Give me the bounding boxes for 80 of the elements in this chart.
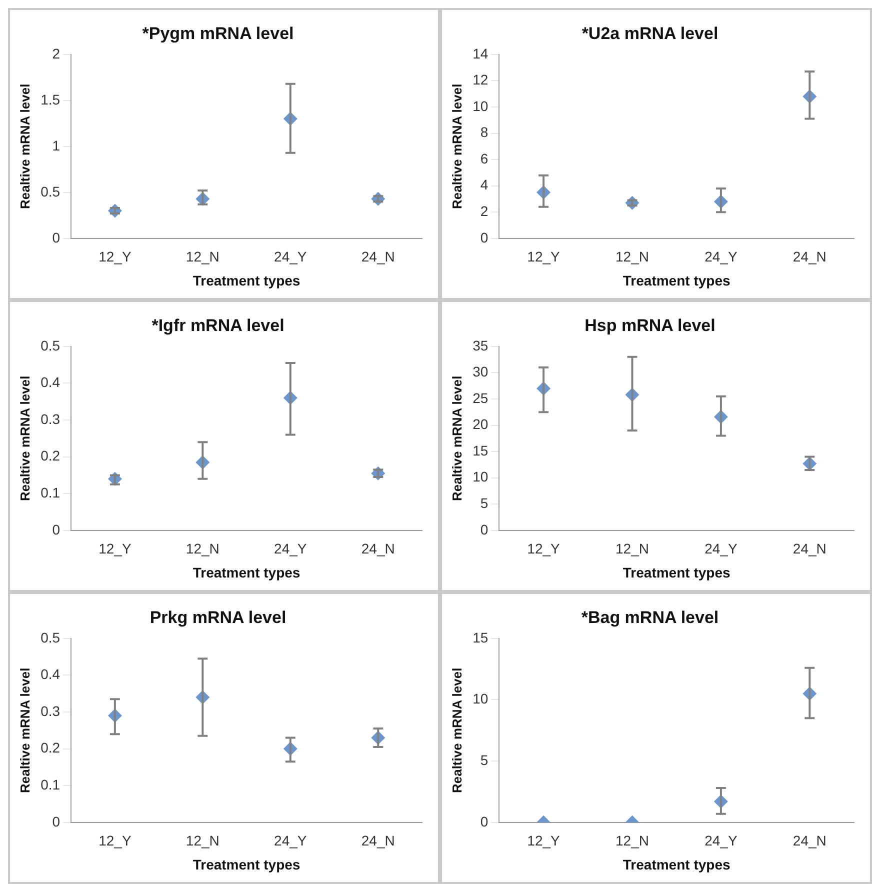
- chart-title: Prkg mRNA level: [150, 608, 286, 627]
- y-axis-title: Realtive mRNA level: [449, 668, 464, 794]
- x-tick-label: 12_N: [186, 248, 220, 265]
- y-tick-label: 12: [472, 72, 488, 88]
- x-tick-label: 24_N: [792, 540, 826, 557]
- x-tick-label: 24_N: [361, 540, 395, 557]
- x-tick-label: 12_Y: [527, 832, 561, 849]
- y-tick-label: 0.2: [40, 740, 60, 756]
- y-tick-label: 2: [480, 202, 488, 219]
- y-axis-title: Realtive mRNA level: [449, 84, 464, 210]
- y-tick-label: 5: [480, 752, 488, 768]
- y-tick-label: 10: [472, 468, 488, 485]
- y-tick-label: 15: [472, 629, 488, 646]
- x-tick-label: 12_Y: [527, 248, 561, 265]
- y-tick-label: 0.3: [40, 702, 60, 719]
- y-tick-label: 0: [52, 521, 60, 538]
- x-axis-title: Treatment types: [192, 564, 300, 580]
- y-axis-title: Realtive mRNA level: [17, 376, 32, 502]
- y-tick-label: 4: [480, 176, 488, 193]
- x-tick-label: 24_N: [792, 832, 826, 849]
- y-tick-label: 35: [472, 337, 488, 354]
- y-tick-label: 0.3: [40, 410, 60, 427]
- y-tick-label: 8: [480, 124, 488, 140]
- x-tick-label: 24_N: [792, 248, 826, 265]
- x-axis-title: Treatment types: [622, 564, 730, 580]
- x-tick-label: 12_N: [616, 832, 649, 849]
- x-axis-title: Treatment types: [192, 856, 300, 872]
- point: [371, 466, 386, 480]
- y-tick-label: 14: [472, 45, 488, 62]
- x-tick-label: 12_N: [186, 832, 220, 849]
- y-axis-title: Realtive mRNA level: [17, 668, 32, 794]
- x-tick-label: 24_N: [361, 832, 395, 849]
- y-tick-label: 10: [472, 98, 488, 114]
- y-tick-label: 1: [52, 137, 60, 154]
- y-tick-label: 20: [472, 416, 488, 432]
- chart-title: *Pygm mRNA level: [142, 24, 294, 43]
- y-tick-label: 5: [480, 494, 488, 511]
- x-axis-title: Treatment types: [622, 272, 730, 288]
- y-tick-label: 25: [472, 390, 488, 406]
- x-tick-label: 12_N: [186, 540, 220, 557]
- y-tick-label: 0.5: [40, 337, 60, 354]
- y-tick-label: 1.5: [40, 91, 60, 108]
- y-tick-label: 0: [52, 813, 60, 830]
- chart-title: *Igfr mRNA level: [152, 316, 284, 335]
- chart-title: *U2a mRNA level: [582, 24, 718, 43]
- y-tick-label: 10: [472, 690, 488, 707]
- chart-title: Hsp mRNA level: [584, 316, 716, 335]
- x-tick-label: 12_Y: [98, 248, 132, 265]
- x-tick-label: 24_Y: [274, 248, 308, 265]
- y-tick-label: 0: [480, 521, 488, 538]
- x-axis-title: Treatment types: [622, 856, 730, 872]
- x-tick-label: 12_N: [616, 248, 649, 265]
- x-tick-label: 24_N: [361, 248, 395, 265]
- x-tick-label: 24_Y: [274, 540, 308, 557]
- x-tick-label: 12_Y: [527, 540, 561, 557]
- x-tick-label: 24_Y: [704, 832, 738, 849]
- y-axis-title: Realtive mRNA level: [449, 376, 464, 502]
- y-tick-label: 0: [52, 229, 60, 246]
- y-tick-label: 0.5: [40, 183, 60, 200]
- y-tick-label: 6: [480, 150, 488, 166]
- y-axis-title: Realtive mRNA level: [17, 84, 32, 210]
- x-axis-title: Treatment types: [192, 272, 300, 288]
- x-tick-label: 12_Y: [98, 540, 132, 557]
- y-tick-label: 15: [472, 442, 488, 458]
- y-tick-label: 2: [52, 45, 60, 62]
- y-tick-label: 30: [472, 364, 488, 380]
- y-tick-label: 0.4: [40, 374, 60, 390]
- y-tick-label: 0: [480, 813, 488, 830]
- y-tick-label: 0.1: [40, 776, 60, 792]
- x-tick-label: 24_Y: [704, 540, 738, 557]
- x-tick-label: 12_N: [616, 540, 649, 557]
- y-tick-label: 0.4: [40, 666, 60, 682]
- x-tick-label: 12_Y: [98, 832, 132, 849]
- x-tick-label: 24_Y: [274, 832, 308, 849]
- y-tick-label: 0.2: [40, 448, 60, 464]
- chart-title: *Bag mRNA level: [581, 608, 719, 627]
- y-tick-label: 0: [480, 229, 488, 246]
- y-tick-label: 0.5: [40, 629, 60, 646]
- x-tick-label: 24_Y: [704, 248, 738, 265]
- y-tick-label: 0.1: [40, 484, 60, 500]
